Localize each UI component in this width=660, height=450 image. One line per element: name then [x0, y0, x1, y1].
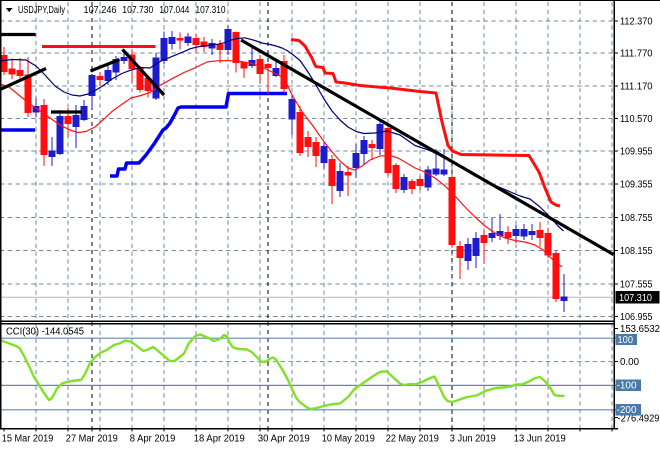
svg-text:CCI(30) -144.0545: CCI(30) -144.0545	[6, 327, 84, 338]
svg-text:-276.4929: -276.4929	[618, 413, 660, 424]
svg-text:10 May 2019: 10 May 2019	[322, 433, 375, 444]
svg-text:15 Mar 2019: 15 Mar 2019	[2, 433, 54, 444]
svg-text:30 Apr 2019: 30 Apr 2019	[258, 433, 310, 444]
svg-text:111.770: 111.770	[620, 48, 653, 59]
svg-text:108.755: 108.755	[620, 213, 653, 224]
svg-text:3 Jun 2019: 3 Jun 2019	[450, 433, 496, 444]
svg-text:109.355: 109.355	[620, 179, 653, 190]
svg-text:22 May 2019: 22 May 2019	[386, 433, 439, 444]
svg-text:108.155: 108.155	[620, 246, 653, 257]
svg-text:107.044: 107.044	[159, 5, 189, 16]
svg-text:18 Apr 2019: 18 Apr 2019	[194, 433, 245, 444]
svg-text:107.555: 107.555	[620, 279, 653, 290]
svg-text:-100: -100	[617, 381, 637, 392]
svg-text:107.730: 107.730	[122, 5, 153, 16]
svg-text:111.170: 111.170	[620, 81, 653, 92]
svg-text:USDJPY,Daily: USDJPY,Daily	[18, 5, 65, 16]
svg-text:-200: -200	[617, 405, 637, 416]
svg-text:13 Jun 2019: 13 Jun 2019	[514, 433, 566, 444]
svg-text:0.00: 0.00	[620, 357, 639, 368]
svg-text:107.310: 107.310	[196, 5, 226, 16]
svg-text:153.6532: 153.6532	[620, 324, 660, 335]
svg-text:107.246: 107.246	[84, 5, 117, 16]
svg-text:100: 100	[618, 335, 634, 346]
svg-text:27 Mar 2019: 27 Mar 2019	[66, 433, 118, 444]
svg-text:109.955: 109.955	[620, 146, 653, 157]
svg-text:112.370: 112.370	[620, 16, 653, 27]
svg-text:110.570: 110.570	[620, 114, 653, 125]
svg-text:8 Apr 2019: 8 Apr 2019	[130, 433, 176, 444]
svg-text:107.310: 107.310	[619, 293, 652, 304]
svg-text:106.955: 106.955	[620, 312, 653, 323]
